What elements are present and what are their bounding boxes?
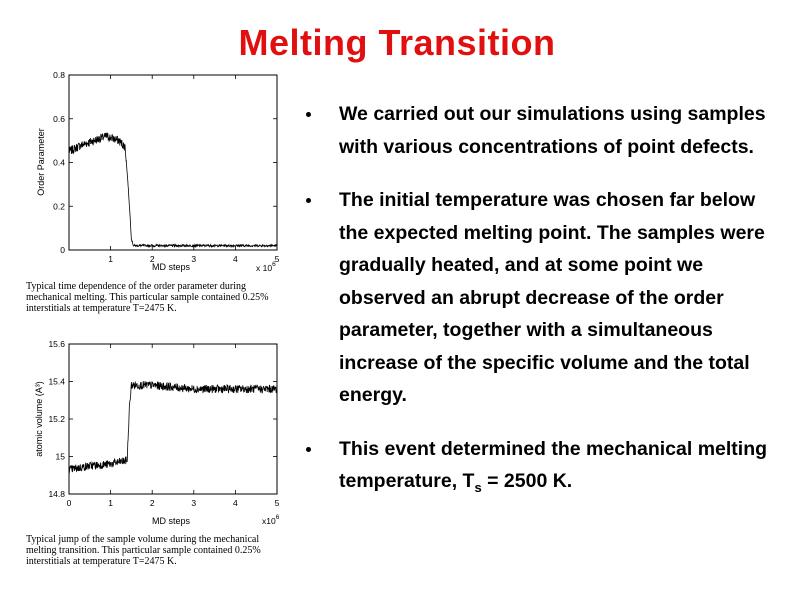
slide-title: Melting Transition	[238, 22, 556, 63]
chart1-ytick-label: 0.2	[53, 201, 65, 211]
chart1-xtick-label: 4	[233, 254, 238, 264]
chart2-xtick-label: 5	[275, 498, 280, 508]
bullet-item: This event determined the mechanical mel…	[306, 433, 776, 505]
chart2-yticks: 14.8 15 15.2 15.4 15.6	[48, 339, 277, 499]
chart1-x-scale: x 106	[256, 261, 276, 273]
bullet-text-suffix: = 2500 K.	[481, 470, 573, 492]
chart2-xtick-label: 0	[67, 498, 72, 508]
bullet-text-prefix: This event determined the mechanical mel…	[339, 437, 768, 493]
chart1-xtick-label: 5	[275, 254, 280, 264]
chart1-xtick-label: 2	[150, 254, 155, 264]
bullet-text-subscript: s	[474, 479, 482, 495]
chart2-xtick-label: 3	[191, 498, 196, 508]
chart1-xticks: 1 2 3 4 5	[108, 75, 280, 264]
chart1-ytick-label: 0	[60, 245, 65, 255]
chart1-ytick-label: 0.6	[53, 114, 65, 124]
chart2-xticks: 0 1 2 3 4 5	[67, 344, 280, 508]
chart2-xtick-label: 4	[233, 498, 238, 508]
chart2-xtick-label: 2	[150, 498, 155, 508]
chart2-x-scale-base: x10	[262, 516, 276, 526]
bullet-item: The initial temperature was chosen far b…	[306, 184, 776, 412]
chart2-ytick-label: 15	[56, 452, 66, 462]
chart1-x-scale-exp: 6	[272, 261, 276, 268]
order-parameter-caption: Typical time dependence of the order par…	[26, 281, 269, 314]
bullet-dot-icon	[306, 112, 311, 117]
atomic-volume-chart: 14.8 15 15.2 15.4 15.6 0 1 2 3 4 5 atomic volume …	[34, 339, 280, 526]
bullet-dot-icon	[306, 198, 311, 203]
chart2-x-scale-exp: 6	[276, 514, 280, 521]
chart1-x-axis-label: MD steps	[152, 262, 191, 272]
chart2-x-axis-label: MD steps	[152, 516, 191, 526]
chart2-x-scale: x106	[262, 514, 280, 526]
chart1-yticks: 0 0.2 0.4 0.6 0.8	[53, 70, 277, 255]
bullet-dot-icon	[306, 446, 311, 452]
chart2-plot-area	[68, 343, 278, 495]
bullet-list: We carried out our simulations using sam…	[306, 98, 776, 525]
chart1-xtick-label: 1	[108, 254, 113, 264]
chart2-series-line	[68, 381, 278, 474]
chart2-ytick-label: 15.2	[48, 414, 65, 424]
bullet-text: We carried out our simulations using sam…	[339, 103, 766, 158]
chart1-ytick-label: 0.4	[53, 158, 65, 168]
chart2-ytick-label: 15.4	[48, 377, 65, 387]
chart2-y-axis-label: atomic volume (A³)	[34, 381, 44, 457]
chart1-series-line	[68, 132, 278, 249]
chart2-ytick-label: 14.8	[48, 489, 65, 499]
chart2-ytick-label: 15.6	[48, 339, 65, 349]
bullet-item: We carried out our simulations using sam…	[306, 98, 776, 163]
bullet-text: The initial temperature was chosen far b…	[339, 189, 765, 406]
chart1-plot-area	[68, 74, 278, 251]
chart1-y-axis-label: Order Parameter	[36, 128, 46, 196]
chart1-ytick-label: 0.8	[53, 70, 65, 80]
chart1-x-scale-base: x 10	[256, 263, 272, 273]
chart1-xtick-label: 3	[191, 254, 196, 264]
chart2-xtick-label: 1	[108, 498, 113, 508]
order-parameter-chart: 0 0.2 0.4 0.6 0.8 1 2 3 4 5 Order Parameter MD s…	[36, 70, 280, 273]
atomic-volume-caption: Typical jump of the sample volume during…	[26, 534, 261, 567]
